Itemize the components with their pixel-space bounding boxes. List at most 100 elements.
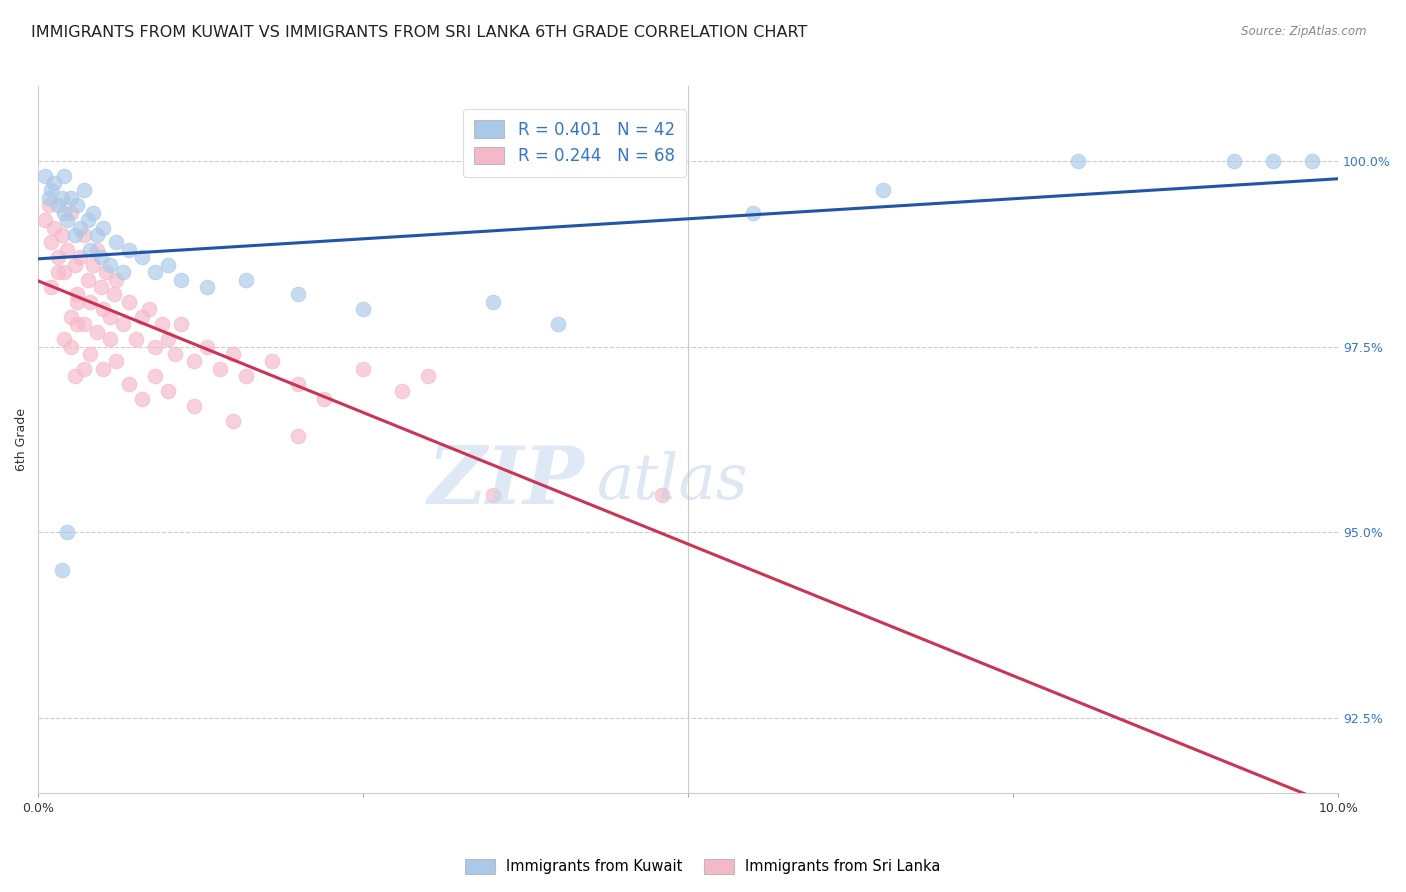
Point <box>59 310 82 324</box>
Point <box>118 294 141 309</box>
Text: Source: ZipAtlas.com: Source: ZipAtlas.com <box>1241 25 1367 38</box>
Point <box>314 392 336 406</box>
Point <box>118 243 141 257</box>
Point <box>131 250 153 264</box>
Text: IMMIGRANTS FROM KUWAIT VS IMMIGRANTS FROM SRI LANKA 6TH GRADE CORRELATION CHART: IMMIGRANTS FROM KUWAIT VS IMMIGRANTS FRO… <box>31 25 807 40</box>
Point <box>82 205 104 219</box>
Point <box>46 198 69 212</box>
Point <box>105 235 128 250</box>
Point <box>63 227 86 242</box>
Point <box>111 317 134 331</box>
Point <box>66 198 89 212</box>
Point <box>150 317 173 331</box>
Point <box>1301 153 1323 168</box>
Point <box>46 250 69 264</box>
Point <box>79 294 101 309</box>
Point <box>197 339 219 353</box>
Point <box>59 191 82 205</box>
Point <box>98 310 121 324</box>
Point <box>157 384 180 398</box>
Point <box>66 317 89 331</box>
Legend: R = 0.401   N = 42, R = 0.244   N = 68: R = 0.401 N = 42, R = 0.244 N = 68 <box>463 109 686 177</box>
Point <box>157 332 180 346</box>
Point <box>90 250 112 264</box>
Point <box>170 272 193 286</box>
Point <box>69 250 91 264</box>
Point <box>38 198 60 212</box>
Point <box>59 339 82 353</box>
Point <box>287 376 309 391</box>
Point <box>34 169 56 183</box>
Point <box>41 280 63 294</box>
Point <box>63 258 86 272</box>
Point <box>235 272 257 286</box>
Point <box>1067 153 1090 168</box>
Point <box>138 302 160 317</box>
Point <box>38 191 60 205</box>
Point <box>1263 153 1285 168</box>
Point <box>183 354 205 368</box>
Point <box>98 332 121 346</box>
Point <box>352 302 374 317</box>
Point <box>105 354 128 368</box>
Point <box>262 354 284 368</box>
Point <box>183 399 205 413</box>
Point <box>131 392 153 406</box>
Point <box>73 183 96 197</box>
Point <box>145 265 167 279</box>
Point <box>222 414 245 428</box>
Point <box>63 369 86 384</box>
Point <box>73 317 96 331</box>
Point <box>53 332 76 346</box>
Point <box>145 339 167 353</box>
Point <box>547 317 569 331</box>
Point <box>56 213 79 227</box>
Y-axis label: 6th Grade: 6th Grade <box>15 408 28 471</box>
Point <box>651 488 673 502</box>
Point <box>90 280 112 294</box>
Point <box>93 220 115 235</box>
Point <box>352 361 374 376</box>
Point <box>79 243 101 257</box>
Text: ZIP: ZIP <box>427 443 585 521</box>
Point <box>418 369 440 384</box>
Point <box>131 310 153 324</box>
Legend: Immigrants from Kuwait, Immigrants from Sri Lanka: Immigrants from Kuwait, Immigrants from … <box>460 853 946 880</box>
Point <box>73 227 96 242</box>
Point <box>98 258 121 272</box>
Text: atlas: atlas <box>598 451 749 513</box>
Point <box>41 183 63 197</box>
Point <box>79 347 101 361</box>
Point <box>482 488 505 502</box>
Point <box>76 272 98 286</box>
Point <box>86 243 108 257</box>
Point <box>145 369 167 384</box>
Point <box>56 525 79 540</box>
Point <box>53 205 76 219</box>
Point <box>391 384 413 398</box>
Point <box>118 376 141 391</box>
Point <box>76 213 98 227</box>
Point <box>197 280 219 294</box>
Point <box>93 302 115 317</box>
Point <box>41 235 63 250</box>
Point <box>66 294 89 309</box>
Point <box>222 347 245 361</box>
Point <box>1223 153 1246 168</box>
Point <box>209 361 232 376</box>
Point <box>42 220 65 235</box>
Point <box>94 265 117 279</box>
Point <box>73 361 96 376</box>
Point <box>86 325 108 339</box>
Point <box>51 227 73 242</box>
Point <box>170 317 193 331</box>
Point <box>86 227 108 242</box>
Point <box>111 265 134 279</box>
Point <box>235 369 257 384</box>
Point <box>157 258 180 272</box>
Point <box>82 258 104 272</box>
Point <box>105 272 128 286</box>
Point <box>59 205 82 219</box>
Point <box>53 265 76 279</box>
Point <box>51 562 73 576</box>
